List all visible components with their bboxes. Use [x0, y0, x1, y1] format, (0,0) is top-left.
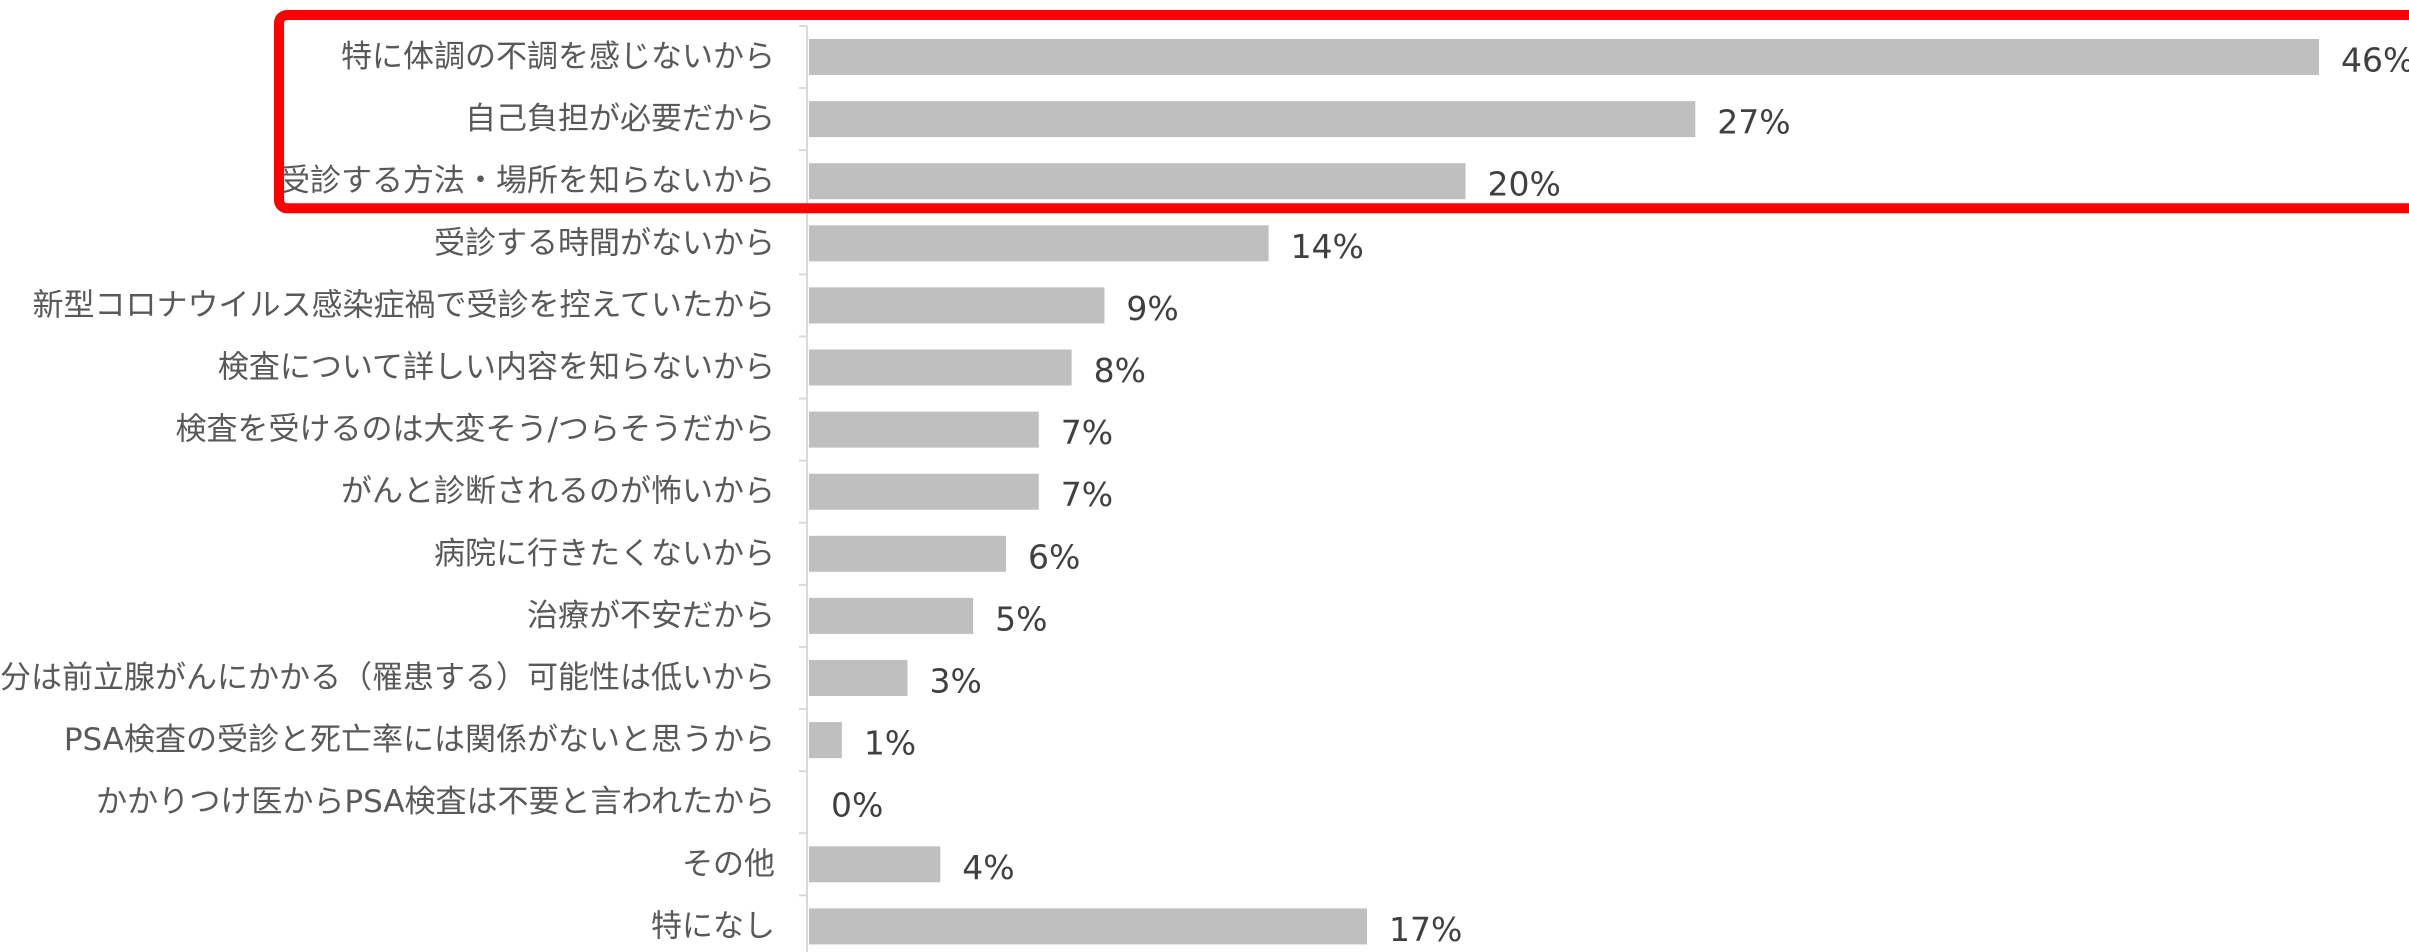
value-label: 4%	[962, 848, 1014, 887]
category-label: 特に体調の不調を感じないから	[341, 39, 775, 75]
bar	[809, 349, 1072, 386]
highlight-box	[274, 9, 2409, 214]
category-label: その他	[682, 846, 775, 882]
category-label: PSA検査の受診と死亡率には関係がないと思うから	[64, 722, 775, 758]
bar	[809, 287, 1105, 324]
category-label: 自己負担が必要だから	[465, 101, 775, 137]
value-label: 5%	[995, 599, 1047, 638]
category-label: 特になし	[651, 908, 775, 944]
value-label: 6%	[1028, 537, 1080, 576]
bar	[809, 597, 974, 634]
value-label: 46%	[2341, 41, 2409, 80]
bar	[809, 535, 1006, 572]
value-label: 0%	[831, 786, 883, 825]
value-label: 27%	[1717, 103, 1790, 142]
category-label: 治療が不安だから	[527, 598, 775, 634]
value-label: 9%	[1126, 289, 1178, 328]
value-label: 1%	[864, 724, 916, 763]
category-label: 検査について詳しい内容を知らないから	[218, 350, 775, 386]
category-label: 受診する時間がないから	[434, 225, 775, 261]
bar	[809, 163, 1466, 200]
value-label: 7%	[1061, 475, 1113, 514]
bar	[809, 39, 2319, 75]
category-label: 受診する方法・場所を知らないから	[279, 163, 775, 199]
value-label: 17%	[1389, 910, 1462, 949]
category-label: 病院に行きたくないから	[434, 536, 775, 572]
category-label: 新型コロナウイルス感染症禍で受診を控えていたから	[33, 287, 775, 323]
bar	[809, 101, 1696, 138]
bar	[809, 722, 842, 759]
category-label: かかりつけ医からPSA検査は不要と言われたから	[96, 784, 775, 820]
bar	[809, 225, 1269, 262]
value-label: 8%	[1094, 351, 1146, 390]
bar	[809, 411, 1039, 448]
category-label: がんと診断されるのが怖いから	[341, 474, 775, 510]
bar	[809, 846, 941, 883]
value-label: 20%	[1488, 165, 1561, 204]
value-label: 3%	[929, 662, 981, 701]
category-label: 検査を受けるのは大変そう/つらそうだから	[176, 412, 775, 448]
bar	[809, 908, 1368, 945]
value-label: 7%	[1061, 413, 1113, 452]
value-label: 14%	[1291, 227, 1364, 266]
bar	[809, 660, 908, 696]
category-label: 自分は前立腺がんにかかる（罹患する）可能性は低いから	[0, 660, 775, 696]
bar	[809, 473, 1039, 510]
